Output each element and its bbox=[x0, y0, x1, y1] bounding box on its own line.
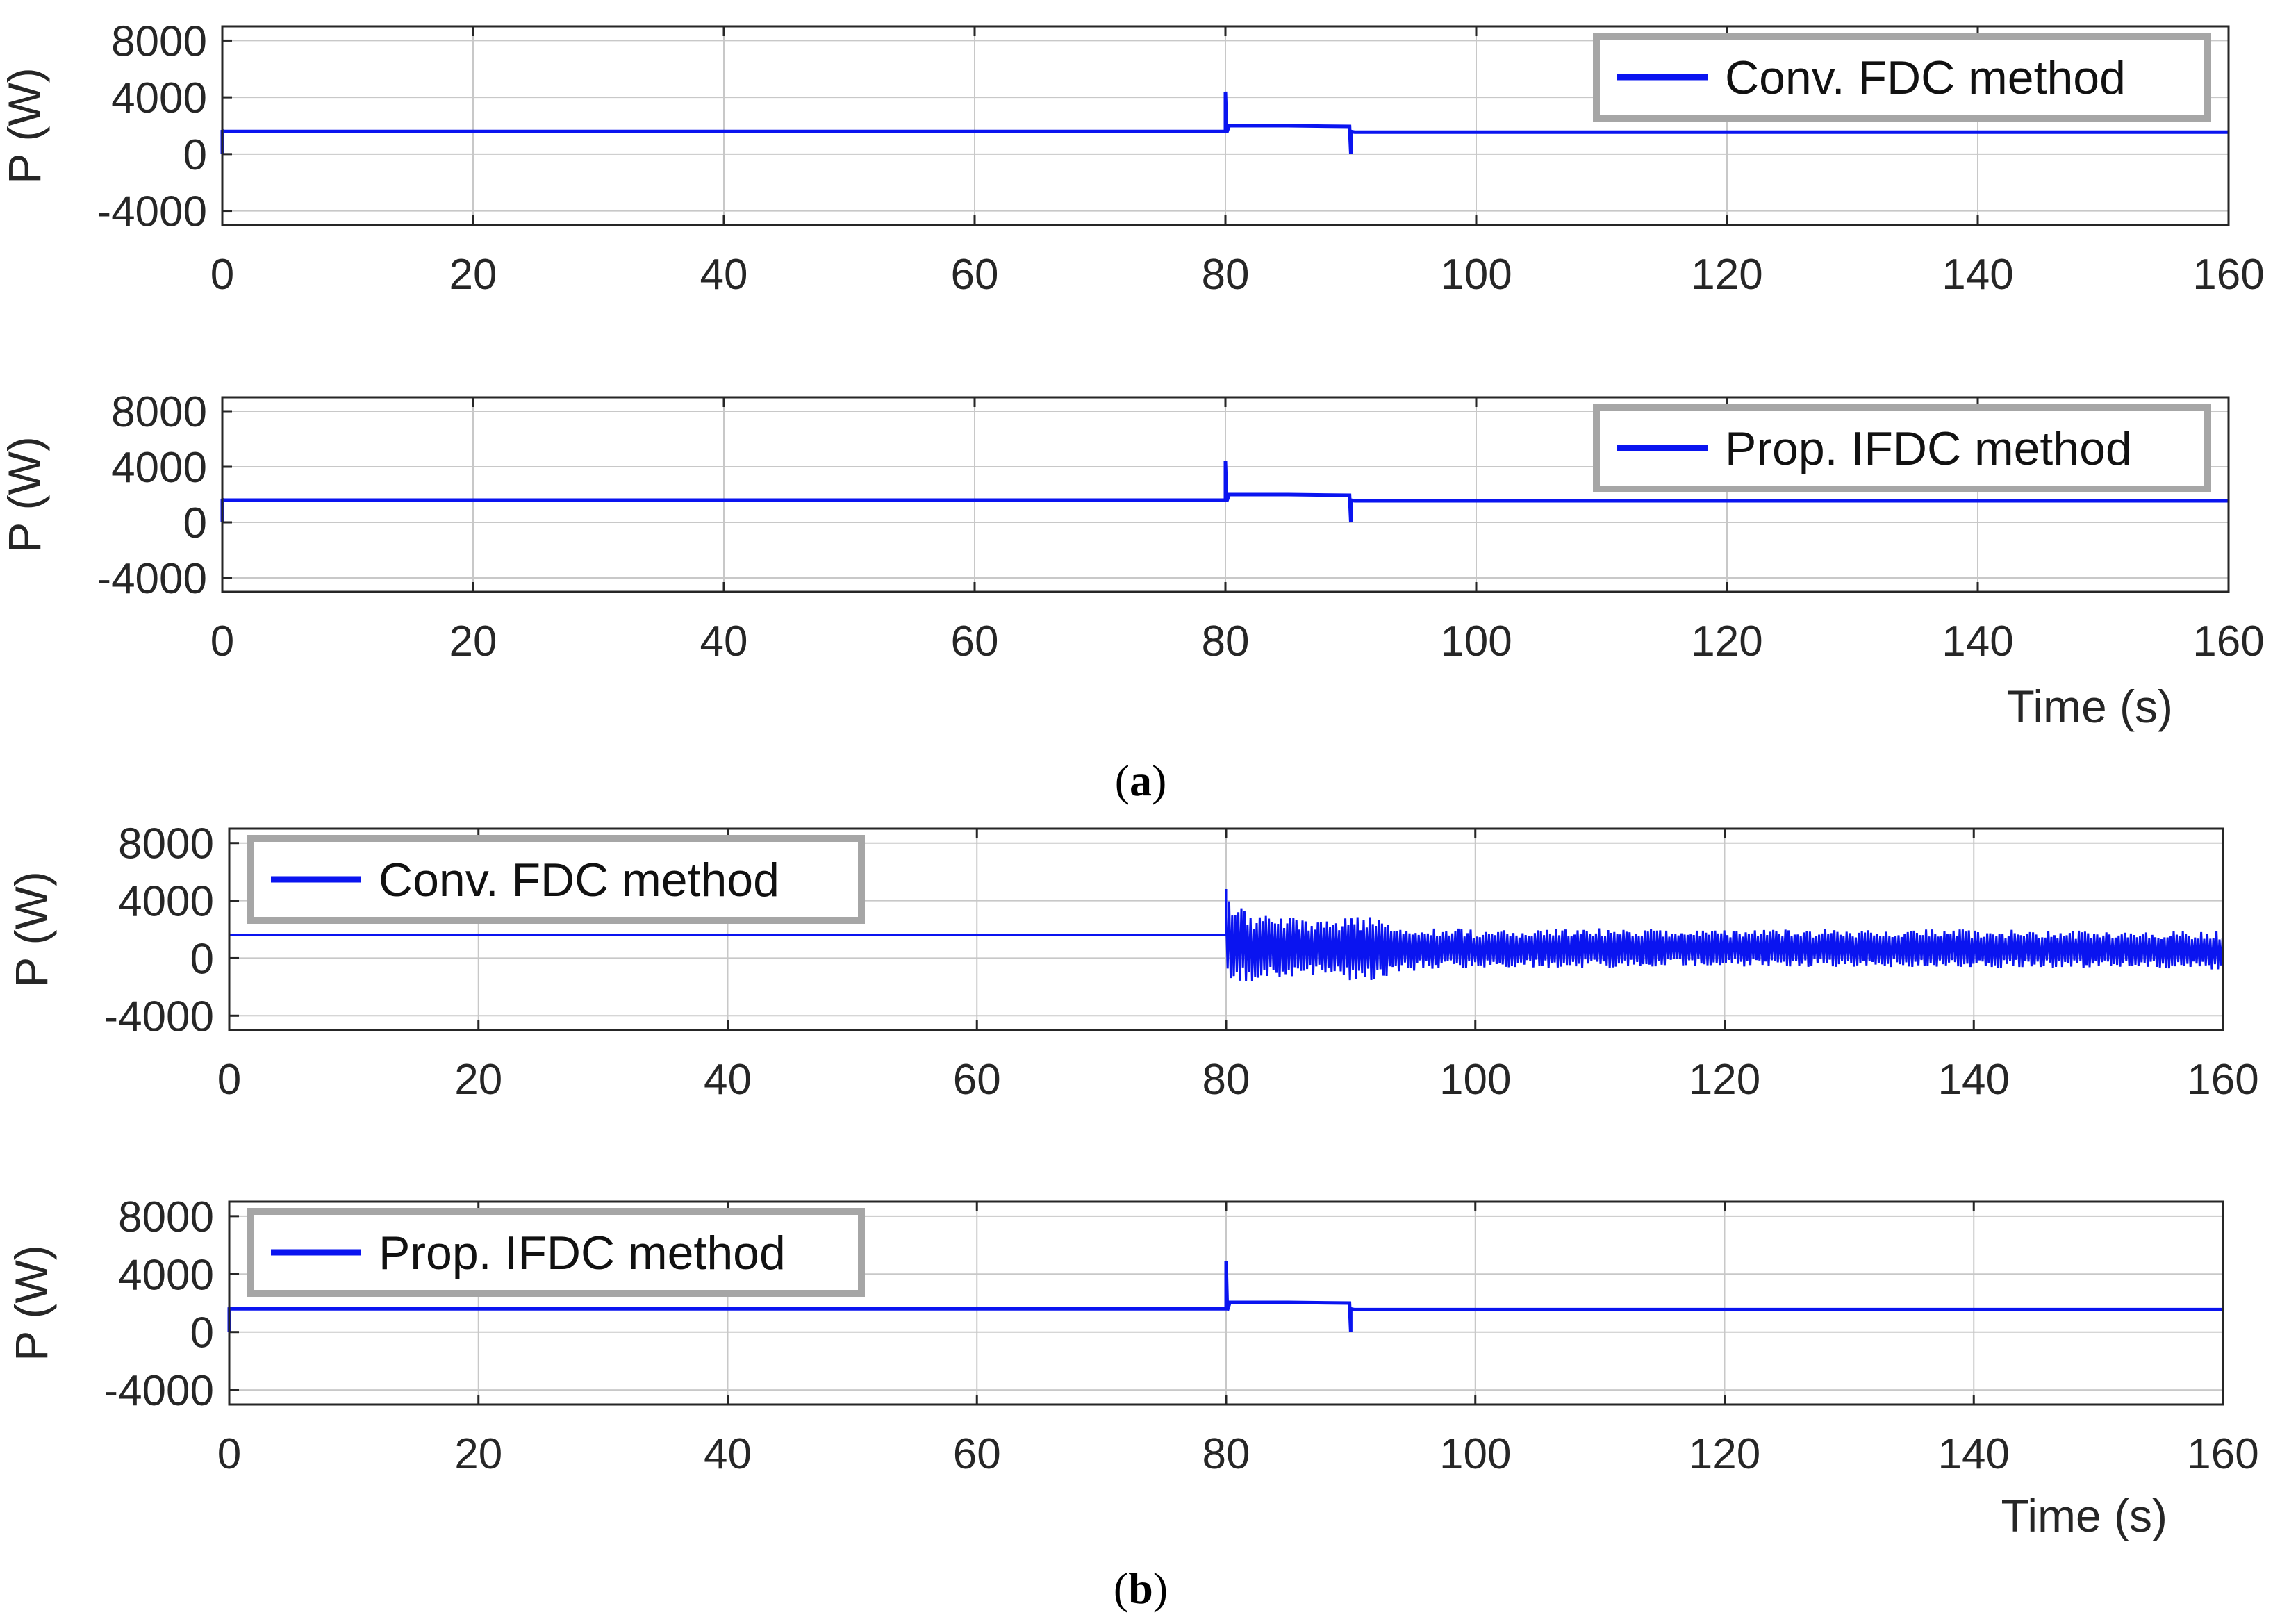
x-tick-label: 160 bbox=[2192, 618, 2264, 665]
x-tick-label: 140 bbox=[1942, 251, 2013, 299]
legend-label: Conv. FDC method bbox=[1725, 51, 2126, 104]
x-tick-label: 100 bbox=[1440, 251, 1512, 299]
y-tick-label: 8000 bbox=[118, 820, 214, 868]
caption-a: (a) bbox=[1115, 756, 1167, 805]
x-tick-label: 20 bbox=[454, 1056, 502, 1104]
x-tick-label: 20 bbox=[454, 1430, 502, 1478]
x-tick-label: 80 bbox=[1202, 618, 1250, 665]
caption-a-letter: a bbox=[1130, 756, 1152, 805]
x-axis-label: Time (s) bbox=[2001, 1490, 2167, 1541]
x-tick-label: 120 bbox=[1689, 1430, 1760, 1478]
x-tick-label: 80 bbox=[1202, 1056, 1250, 1104]
x-tick-label: 100 bbox=[1439, 1056, 1511, 1104]
y-tick-label: 4000 bbox=[111, 444, 207, 492]
y-tick-label: -4000 bbox=[104, 1367, 214, 1415]
x-tick-label: 60 bbox=[953, 1430, 1001, 1478]
y-axis-label: P (W) bbox=[6, 1245, 57, 1361]
legend: Prop. IFDC method bbox=[247, 1208, 865, 1297]
x-tick-label: 140 bbox=[1938, 1430, 2010, 1478]
x-tick-label: 40 bbox=[704, 1056, 752, 1104]
y-tick-label: 0 bbox=[183, 131, 207, 179]
x-axis-label: Time (s) bbox=[2006, 681, 2173, 732]
y-tick-label: -4000 bbox=[104, 993, 214, 1041]
x-tick-label: 20 bbox=[449, 618, 497, 665]
x-tick-label: 160 bbox=[2187, 1430, 2258, 1478]
y-tick-label: 4000 bbox=[118, 1251, 214, 1299]
x-tick-label: 0 bbox=[210, 251, 234, 299]
x-tick-label: 60 bbox=[951, 251, 999, 299]
x-tick-label: 80 bbox=[1202, 1430, 1250, 1478]
y-tick-label: 0 bbox=[190, 1309, 214, 1357]
x-tick-label: 100 bbox=[1440, 618, 1512, 665]
x-tick-label: 40 bbox=[700, 618, 748, 665]
x-tick-label: 120 bbox=[1689, 1056, 1760, 1104]
x-tick-label: 60 bbox=[951, 618, 999, 665]
x-tick-label: 100 bbox=[1439, 1430, 1511, 1478]
x-tick-label: 0 bbox=[217, 1430, 241, 1478]
y-tick-label: 4000 bbox=[111, 74, 207, 122]
y-axis-label: P (W) bbox=[6, 871, 57, 987]
x-tick-label: 40 bbox=[700, 251, 748, 299]
y-tick-label: 8000 bbox=[111, 388, 207, 436]
y-tick-label: -4000 bbox=[97, 188, 207, 236]
x-tick-label: 120 bbox=[1691, 251, 1762, 299]
y-tick-label: 0 bbox=[183, 499, 207, 547]
x-tick-label: 140 bbox=[1942, 618, 2013, 665]
x-tick-label: 40 bbox=[704, 1430, 752, 1478]
caption-b: (b) bbox=[1114, 1564, 1168, 1613]
legend: Conv. FDC method bbox=[247, 835, 865, 924]
y-tick-label: 8000 bbox=[111, 17, 207, 65]
x-tick-label: 0 bbox=[217, 1056, 241, 1104]
y-tick-label: 8000 bbox=[118, 1193, 214, 1241]
x-tick-label: 80 bbox=[1202, 251, 1250, 299]
legend: Conv. FDC method bbox=[1593, 33, 2211, 122]
x-tick-label: 0 bbox=[210, 618, 234, 665]
y-tick-label: 0 bbox=[190, 935, 214, 983]
legend: Prop. IFDC method bbox=[1593, 404, 2211, 492]
y-axis-label: P (W) bbox=[0, 436, 50, 552]
x-tick-label: 140 bbox=[1938, 1056, 2010, 1104]
y-tick-label: 4000 bbox=[118, 878, 214, 926]
legend-label: Conv. FDC method bbox=[379, 854, 779, 906]
caption-b-letter: b bbox=[1128, 1564, 1153, 1613]
y-tick-label: -4000 bbox=[97, 555, 207, 603]
series-line bbox=[228, 889, 2224, 981]
y-axis-label: P (W) bbox=[0, 67, 50, 183]
legend-label: Prop. IFDC method bbox=[1725, 422, 2132, 475]
x-tick-label: 20 bbox=[449, 251, 497, 299]
x-tick-label: 120 bbox=[1691, 618, 1762, 665]
legend-label: Prop. IFDC method bbox=[379, 1227, 786, 1279]
x-tick-label: 60 bbox=[953, 1056, 1001, 1104]
x-tick-label: 160 bbox=[2192, 251, 2264, 299]
x-tick-label: 160 bbox=[2187, 1056, 2258, 1104]
